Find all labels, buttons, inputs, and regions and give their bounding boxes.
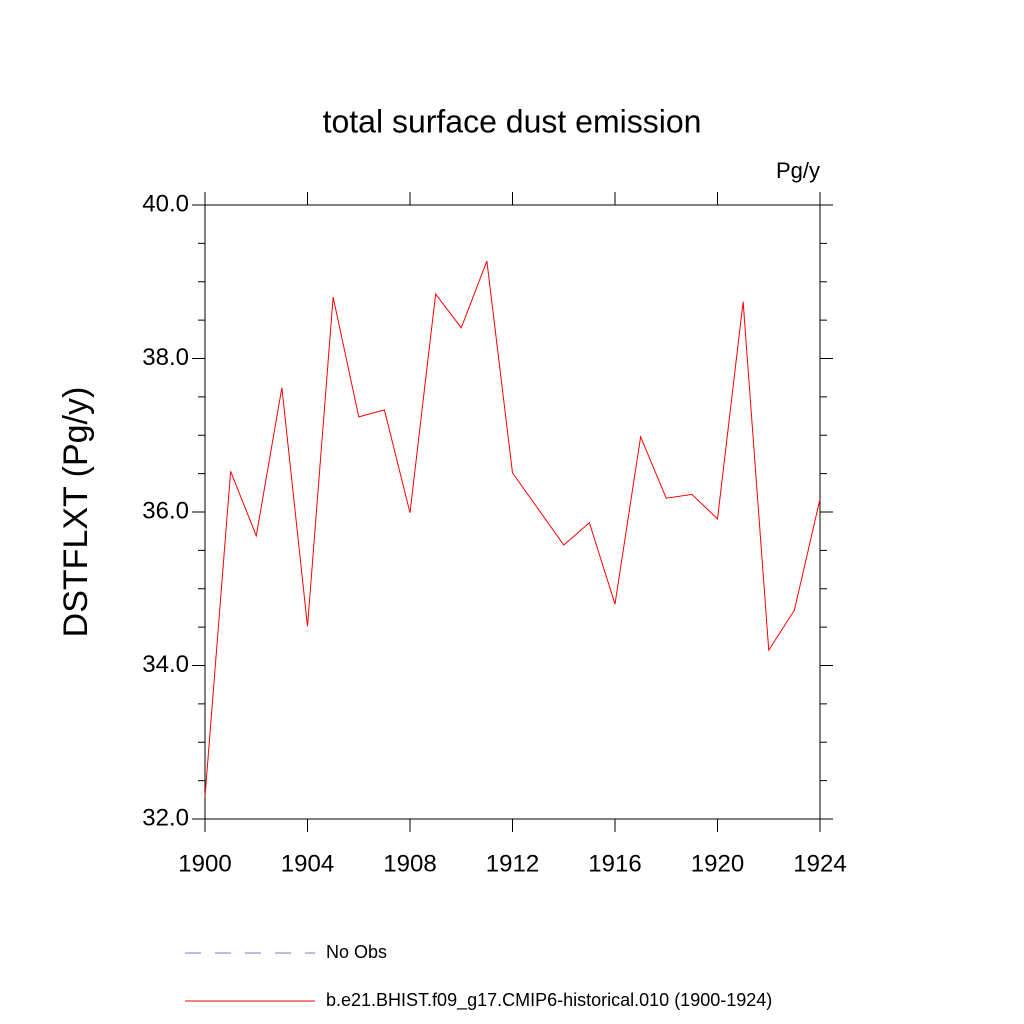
units-label: Pg/y [776,158,820,183]
y-axis-label: DSTFLXT (Pg/y) [57,387,95,638]
y-tick-label: 34.0 [142,651,189,678]
y-tick-label: 38.0 [142,344,189,371]
x-tick-label: 1900 [178,850,231,877]
data-line [204,260,821,797]
chart-title: total surface dust emission [323,103,702,139]
x-tick-label: 1908 [383,850,436,877]
x-tick-label: 1920 [691,850,744,877]
x-tick-label: 1916 [588,850,641,877]
y-tick-label: 36.0 [142,497,189,524]
plot-frame [204,204,821,820]
y-tick-label: 32.0 [142,804,189,831]
x-tick-label: 1912 [486,850,539,877]
x-tick-label: 1924 [793,850,846,877]
legend-label: b.e21.BHIST.f09_g17.CMIP6-historical.010… [326,990,772,1011]
y-tick-label: 40.0 [142,190,189,217]
legend-label: No Obs [326,942,387,962]
x-tick-label: 1904 [281,850,334,877]
